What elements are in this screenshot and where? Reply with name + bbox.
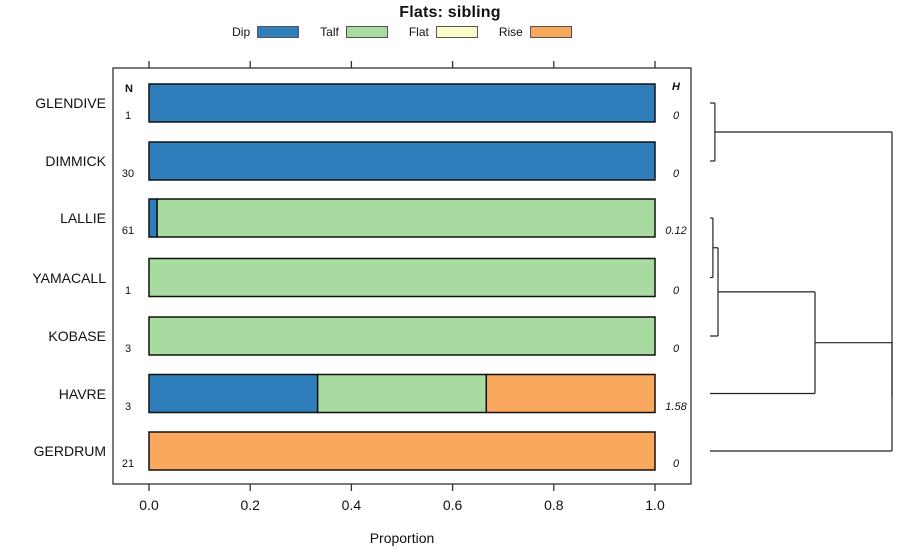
h-value-havre: 1.58	[665, 400, 687, 413]
legend-item-talf: Talf	[320, 25, 388, 39]
h-value-yamacall: 0	[672, 284, 680, 297]
x-tick-label: 0.2	[240, 497, 260, 513]
x-axis-title: Proportion	[369, 530, 435, 546]
x-tick-label: 0.6	[442, 497, 463, 513]
bar-segment-havre-talf	[316, 373, 488, 414]
bar-segment-glendive-dip	[148, 83, 656, 123]
n-value-dimmick: 30	[121, 168, 135, 180]
legend-label: Dip	[232, 25, 251, 39]
h-column-header: H	[672, 81, 680, 93]
legend: Dip Talf Flat Rise	[113, 24, 691, 40]
n-value-havre: 3	[124, 400, 132, 413]
category-label-glendive: GLENDIVE	[35, 95, 106, 111]
n-value-yamacall: 1	[124, 284, 132, 297]
legend-swatch-dip	[257, 26, 300, 38]
chart-title: Flats: sibling	[399, 4, 501, 21]
legend-label: Flat	[408, 25, 429, 39]
h-value-gerdrum: 0	[672, 458, 680, 470]
bar-segment-dimmick-dip	[148, 141, 656, 181]
n-value-glendive: 1	[124, 110, 132, 122]
legend-swatch-rise	[529, 26, 572, 38]
x-tick-label: 0.4	[341, 497, 362, 513]
bar-segment-kobase-talf	[148, 316, 656, 356]
bar-segment-yamacall-talf	[148, 257, 656, 298]
bar-segment-lallie-dip	[148, 198, 158, 238]
legend-label: Rise	[498, 25, 523, 39]
legend-swatch-talf	[345, 26, 388, 38]
h-value-glendive: 0	[672, 110, 680, 122]
plot-frame	[112, 67, 692, 485]
legend-item-dip: Dip	[232, 25, 300, 39]
category-label-gerdrum: GERDRUM	[33, 443, 106, 459]
x-tick-label: 0.0	[139, 497, 159, 513]
category-label-havre: HAVRE	[58, 385, 106, 402]
x-tick-label: 1.0	[645, 497, 665, 513]
h-value-kobase: 0	[672, 343, 680, 355]
n-value-lallie: 61	[121, 225, 135, 237]
h-value-dimmick: 0	[672, 168, 680, 180]
legend-item-flat: Flat	[409, 25, 478, 39]
h-value-lallie: 0.12	[665, 225, 687, 237]
category-label-kobase: KOBASE	[48, 328, 106, 344]
category-label-lallie: LALLIE	[60, 210, 106, 226]
category-label-yamacall: YAMACALL	[32, 269, 106, 286]
bar-segment-havre-dip	[148, 373, 319, 414]
bar-segment-gerdrum-rise	[148, 431, 656, 471]
category-label-dimmick: DIMMICK	[45, 153, 106, 169]
x-tick-label: 0.8	[544, 497, 564, 513]
n-value-kobase: 3	[124, 343, 132, 355]
bar-segment-havre-rise	[485, 373, 656, 414]
legend-item-rise: Rise	[499, 25, 572, 39]
legend-label: Talf	[320, 25, 339, 39]
legend-swatch-flat	[435, 26, 478, 38]
bar-segment-lallie-talf	[156, 198, 656, 238]
n-column-header: N	[125, 83, 133, 95]
n-value-gerdrum: 21	[121, 458, 135, 470]
